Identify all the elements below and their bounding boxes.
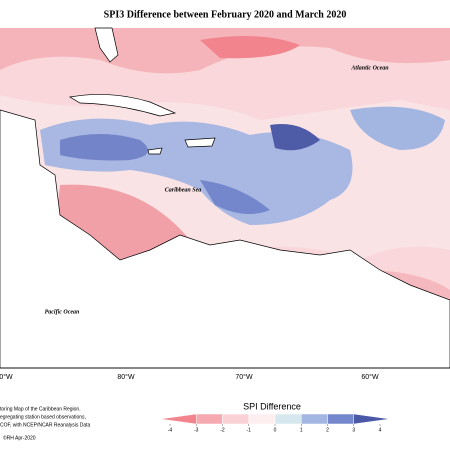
colorbar-tick-label: -4 bbox=[168, 427, 173, 433]
colorbar-segment bbox=[248, 413, 276, 425]
map-title: SPI3 Difference between February 2020 an… bbox=[104, 9, 347, 20]
colorbar-tick-label: -1 bbox=[247, 427, 252, 433]
ocean-label: Atlantic Ocean bbox=[350, 65, 389, 71]
ocean-label: Caribbean Sea bbox=[165, 187, 202, 193]
colorbar-tick-label: -3 bbox=[194, 427, 199, 433]
colorbar-segment bbox=[327, 413, 354, 425]
colorbar-segment bbox=[222, 413, 249, 425]
footnote: egregating station based observations, bbox=[0, 414, 86, 420]
colorbar-tick-label: -2 bbox=[220, 427, 225, 433]
continent bbox=[0, 109, 450, 369]
footnote: toring Map of the Caribbean Region. bbox=[0, 406, 81, 412]
colorbar-end bbox=[353, 413, 391, 425]
colorbar-segment bbox=[274, 413, 302, 425]
colorbar-tick-label: 1 bbox=[300, 427, 303, 433]
legend: -4 -3 -2 -1 0 1 2 3 4 bbox=[159, 413, 391, 433]
longitude-label: 80°W bbox=[117, 373, 135, 381]
legend-title: SPI Difference bbox=[243, 401, 301, 411]
credit: ©RH Apr-2020 bbox=[3, 434, 36, 441]
colorbar-tick-label: 3 bbox=[352, 427, 355, 433]
florida bbox=[94, 27, 119, 63]
colorbar-tick-label: 0 bbox=[274, 427, 277, 433]
longitude-label: 70°W bbox=[235, 373, 253, 381]
hispaniola bbox=[184, 137, 216, 148]
colorbar-segment bbox=[196, 413, 223, 425]
colorbar-segment bbox=[301, 413, 328, 425]
colorbar-tick-label: 2 bbox=[326, 427, 329, 433]
longitude-label: 0°W bbox=[0, 373, 13, 381]
jamaica bbox=[147, 147, 163, 155]
longitude-label: 60°W bbox=[361, 373, 379, 381]
map-area bbox=[0, 27, 450, 369]
cuba bbox=[69, 94, 177, 117]
footnote: COF, with NCEP/NCAR Reanalysis Data bbox=[0, 422, 91, 428]
colorbar-tick-label: 4 bbox=[379, 427, 382, 433]
ocean-label: Pacific Ocean bbox=[45, 309, 80, 315]
